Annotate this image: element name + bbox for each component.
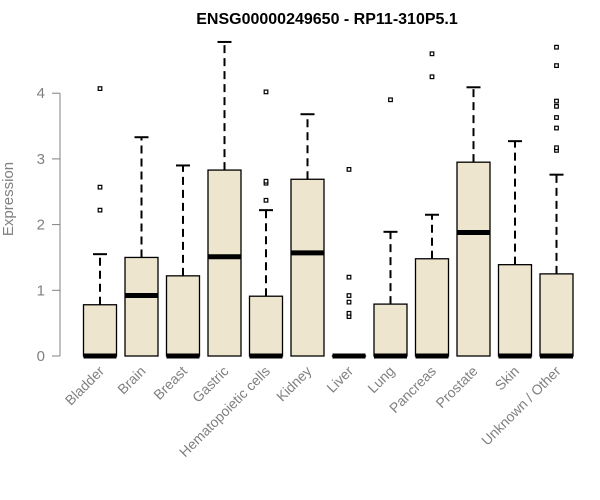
- box-breast: [165, 164, 201, 359]
- box-liver: [331, 167, 367, 359]
- outlier-point: [263, 89, 269, 95]
- x-tick-label: Skin: [492, 363, 523, 394]
- x-tick-label: Liver: [323, 363, 356, 396]
- box-series: [82, 40, 574, 359]
- box-bladder: [82, 86, 118, 359]
- box-rect: [290, 178, 325, 357]
- box-rect: [248, 295, 284, 357]
- outlier-point: [263, 178, 269, 184]
- x-tick-label: Brain: [114, 363, 148, 397]
- box-rect: [414, 258, 450, 357]
- outlier-point: [554, 103, 559, 109]
- x-tick-label: Prostate: [432, 363, 480, 411]
- y-tick-label: 0: [37, 348, 45, 365]
- y-axis-label: Expression: [0, 162, 17, 236]
- outlier-point: [346, 310, 352, 316]
- box-gastric: [207, 40, 242, 357]
- box-unknown-other: [539, 44, 574, 359]
- x-tick-label: Bladder: [62, 363, 108, 409]
- x-tick-label: Lung: [364, 363, 397, 396]
- y-axis: 0 1 2 3 4: [37, 85, 61, 365]
- x-tick-label: Breast: [150, 363, 190, 403]
- chart-title: ENSG00000249650 - RP11-310P5.1: [196, 11, 458, 28]
- box-brain: [124, 136, 159, 357]
- outlier-point: [346, 167, 352, 172]
- outlier-point: [388, 97, 393, 103]
- x-tick-label: Kidney: [273, 363, 315, 405]
- outlier-point: [97, 207, 103, 213]
- outlier-point: [554, 63, 559, 69]
- outlier-point: [346, 293, 352, 298]
- outlier-point: [554, 115, 559, 120]
- outlier-point: [97, 184, 103, 190]
- y-tick-label: 4: [37, 85, 45, 102]
- outlier-point: [554, 98, 559, 104]
- x-tick-label: Unknown / Other: [478, 363, 564, 449]
- outlier-point: [97, 86, 103, 92]
- y-tick-label: 2: [37, 217, 45, 234]
- outlier-point: [429, 74, 435, 80]
- box-skin: [497, 140, 533, 359]
- box-hematopoietic-cells: [248, 89, 284, 359]
- outlier-point: [554, 145, 559, 151]
- outlier-point: [263, 197, 269, 203]
- box-pancreas: [414, 51, 450, 359]
- box-rect: [539, 273, 574, 357]
- outlier-point: [554, 125, 559, 131]
- y-tick-label: 1: [37, 282, 45, 299]
- outlier-point: [346, 299, 352, 305]
- box-rect: [124, 256, 159, 357]
- box-rect: [456, 161, 491, 357]
- box-rect: [497, 264, 533, 357]
- outlier-point: [554, 44, 559, 50]
- box-rect: [207, 169, 242, 357]
- box-kidney: [290, 113, 325, 357]
- outlier-point: [429, 51, 435, 57]
- box-rect: [82, 304, 118, 357]
- y-tick-label: 3: [37, 151, 45, 168]
- box-rect: [373, 303, 408, 357]
- box-rect: [165, 275, 201, 357]
- box-lung: [373, 97, 408, 359]
- outlier-point: [346, 274, 352, 280]
- box-prostate: [456, 86, 491, 357]
